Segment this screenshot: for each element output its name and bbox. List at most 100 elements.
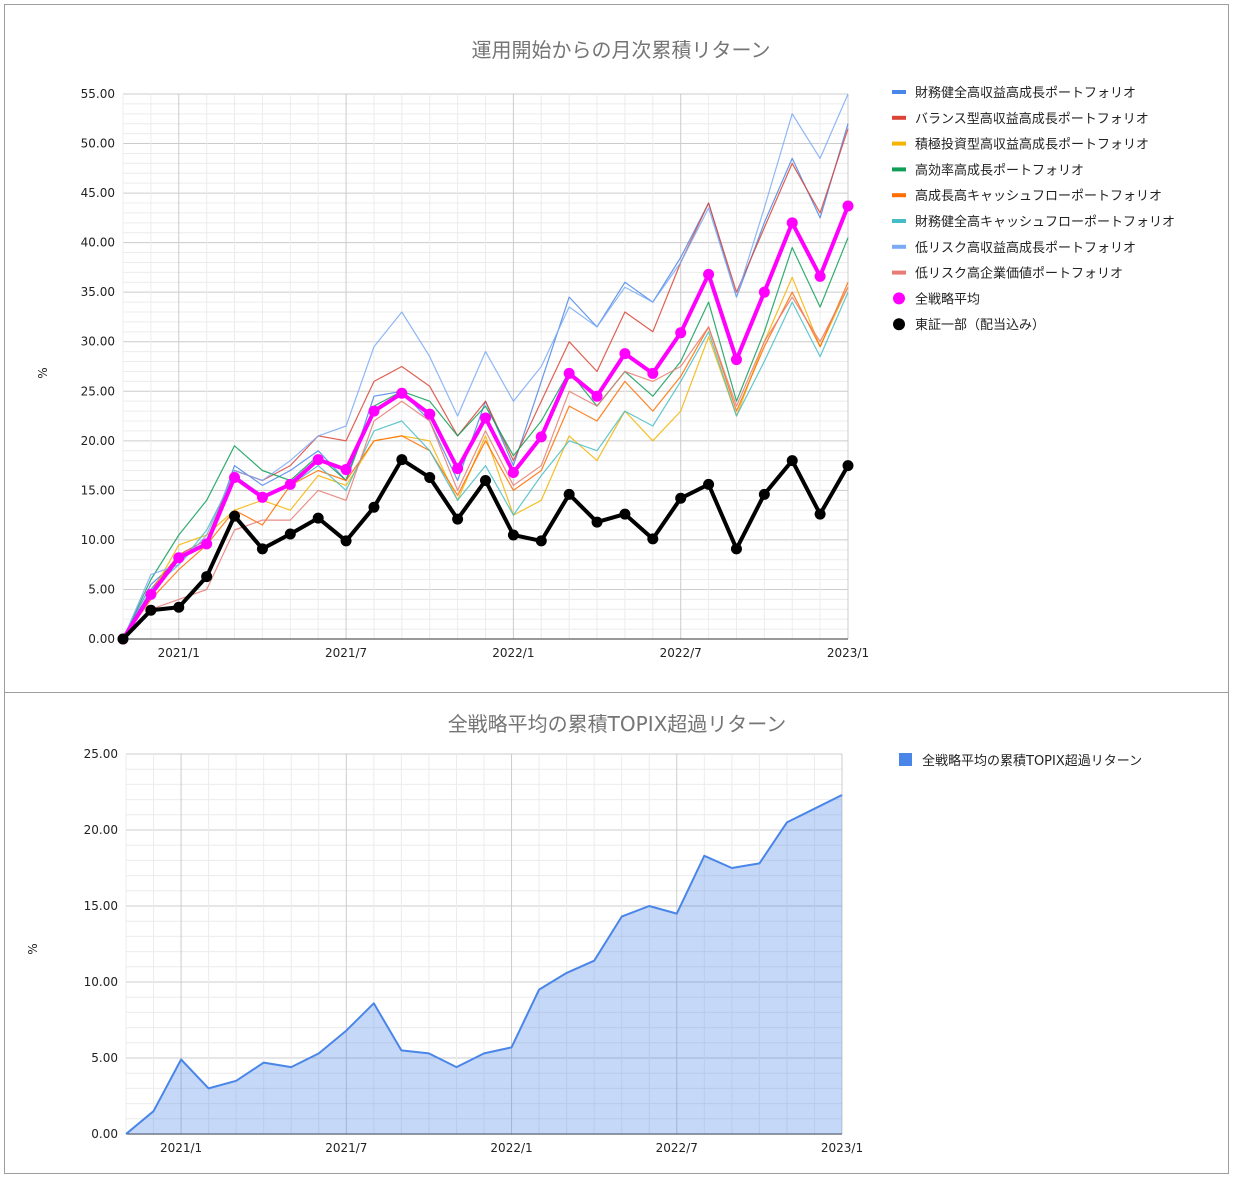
- chart-title: 全戦略平均の累積TOPIX超過リターン: [448, 712, 787, 736]
- y-tick-label: 50.00: [81, 137, 115, 151]
- chart-title: 運用開始からの月次累積リターン: [472, 38, 771, 62]
- data-point: [480, 412, 491, 424]
- data-point: [396, 454, 408, 466]
- y-tick-label: 5.00: [88, 582, 115, 596]
- legend-swatch: [892, 244, 906, 249]
- data-point: [842, 460, 854, 472]
- data-point: [535, 431, 547, 443]
- data-point: [368, 501, 380, 513]
- y-tick-label: 40.00: [81, 236, 115, 250]
- legend-label: 財務健全高収益高成長ポートフォリオ: [915, 85, 1136, 101]
- data-point: [591, 516, 603, 528]
- data-point: [730, 354, 742, 366]
- y-tick-label: 25.00: [84, 747, 118, 761]
- data-point: [424, 408, 436, 420]
- legend-marker: [893, 292, 905, 305]
- legend-label: 財務健全高キャッシュフローポートフォリオ: [915, 214, 1175, 230]
- data-point: [284, 528, 296, 540]
- data-point: [201, 538, 213, 550]
- excess-return-chart-panel: 全戦略平均の累積TOPIX超過リターン 0.00 5.00 10.00 15.00 20.…: [4, 692, 1229, 1174]
- data-point: [703, 478, 715, 490]
- data-point: [145, 588, 157, 600]
- data-point: [256, 543, 268, 555]
- data-point: [284, 478, 296, 490]
- x-tick-label: 2021/7: [325, 1141, 367, 1155]
- data-point: [730, 543, 742, 555]
- area-fill: [126, 795, 842, 1134]
- y-tick-label: 10.00: [81, 533, 115, 547]
- area-series-line: [125, 794, 843, 1135]
- x-tick-label: 2023/1: [821, 1141, 863, 1155]
- y-tick-label: 5.00: [91, 1051, 118, 1065]
- legend-label: 低リスク高収益高成長ポートフォリオ: [915, 240, 1136, 256]
- cumulative-return-chart-panel: 運用開始からの月次累積リターン 0.00 5.00 10.00 15.00 20.00 25…: [4, 4, 1229, 693]
- data-point: [452, 463, 464, 475]
- y-tick-label: 0.00: [88, 632, 115, 646]
- grid-lines: [122, 93, 849, 640]
- legend-label: 積極投資型高収益高成長ポートフォリオ: [915, 137, 1149, 153]
- x-tick-label: 2022/7: [660, 646, 702, 660]
- legend-label: 全戦略平均: [915, 291, 980, 307]
- data-point: [340, 464, 352, 476]
- legend-swatch: [892, 167, 906, 172]
- data-point: [173, 552, 185, 564]
- data-point: [675, 492, 687, 504]
- legend-swatch: [892, 193, 906, 198]
- data-point: [201, 571, 213, 583]
- x-tick-label: 2021/7: [325, 646, 367, 660]
- data-point: [563, 367, 575, 379]
- data-point: [591, 390, 603, 402]
- data-point: [229, 510, 241, 522]
- y-tick-label: 15.00: [84, 899, 118, 913]
- data-point: [340, 535, 352, 547]
- data-point: [675, 327, 687, 339]
- y-axis-label: %: [26, 943, 40, 954]
- legend-swatch: [892, 270, 906, 275]
- data-point: [814, 270, 826, 282]
- grid-lines: [125, 753, 843, 1135]
- data-point: [507, 529, 519, 541]
- data-point: [758, 286, 770, 298]
- y-tick-label: 15.00: [81, 483, 115, 497]
- data-point: [480, 474, 491, 486]
- y-axis-label: %: [36, 367, 50, 378]
- data-point: [563, 488, 575, 500]
- data-point: [396, 387, 408, 399]
- series-line-3: [122, 237, 849, 640]
- data-point: [647, 367, 659, 379]
- legend-label: バランス型高収益高成長ポートフォリオ: [915, 111, 1149, 127]
- legend-label: 高効率高成長ポートフォリオ: [915, 162, 1084, 178]
- data-point: [368, 405, 380, 417]
- data-point: [312, 454, 324, 466]
- y-tick-label: 45.00: [81, 186, 115, 200]
- x-tick-label: 2022/7: [656, 1141, 698, 1155]
- data-point: [814, 508, 826, 520]
- series-line-6: [122, 93, 849, 640]
- data-point: [758, 488, 770, 500]
- data-point: [619, 508, 631, 520]
- excess-return-chart: 全戦略平均の累積TOPIX超過リターン 0.00 5.00 10.00 15.00 20.…: [26, 712, 1142, 1155]
- data-point: [452, 513, 464, 525]
- cumulative-return-chart: 運用開始からの月次累積リターン 0.00 5.00 10.00 15.00 20.00 25…: [36, 38, 1175, 660]
- y-tick-label: 55.00: [81, 87, 115, 101]
- data-point: [507, 467, 519, 479]
- data-point: [786, 217, 798, 229]
- data-point: [312, 512, 324, 524]
- data-point: [619, 348, 631, 360]
- x-tick-label: 2021/1: [158, 646, 200, 660]
- series-line-4: [122, 282, 849, 640]
- legend-label: 低リスク高企業価値ポートフォリオ: [915, 266, 1123, 282]
- legend-swatch: [892, 141, 906, 146]
- data-point: [535, 535, 547, 547]
- legend-swatch: [892, 219, 906, 223]
- x-tick-label: 2021/1: [160, 1141, 202, 1155]
- y-tick-label: 25.00: [81, 384, 115, 398]
- x-tick-label: 2022/1: [492, 646, 534, 660]
- legend-swatch: [892, 90, 906, 94]
- y-tick-label: 20.00: [84, 823, 118, 837]
- data-point: [229, 471, 241, 483]
- data-point: [173, 601, 185, 613]
- x-tick-label: 2022/1: [490, 1141, 532, 1155]
- data-point: [145, 604, 157, 616]
